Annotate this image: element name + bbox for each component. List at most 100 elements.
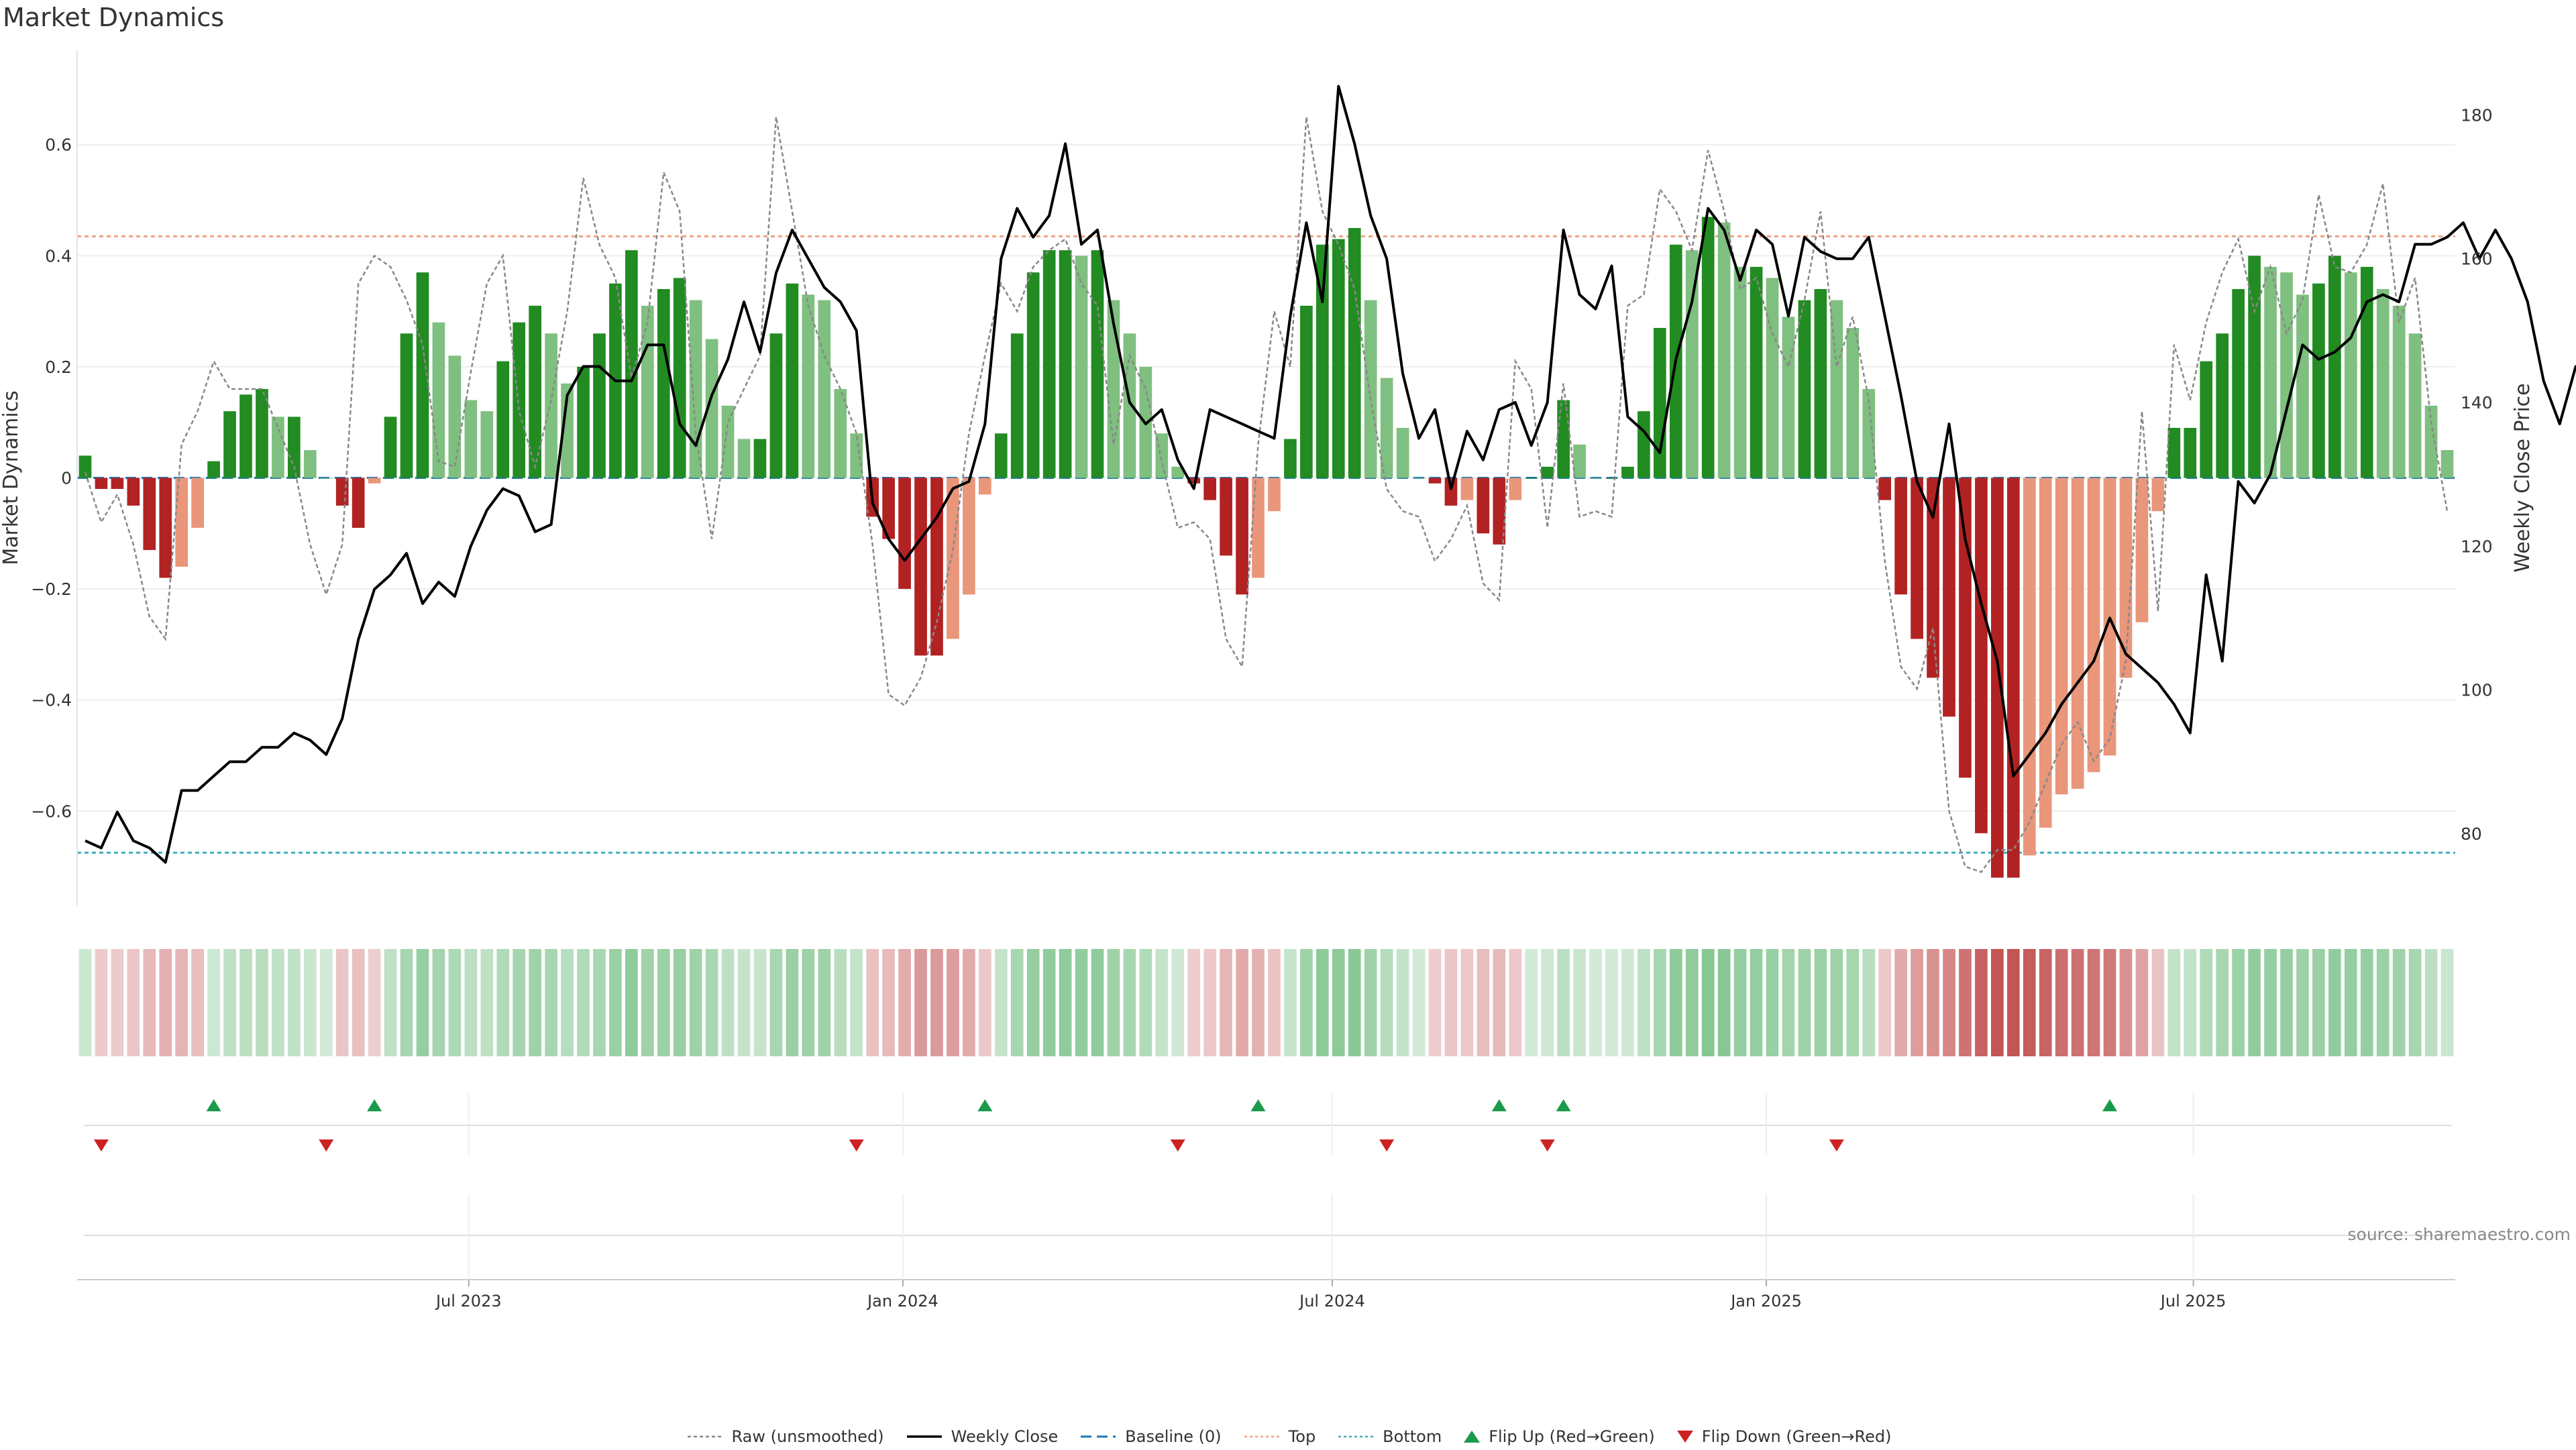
heat-strip-cell [1091, 949, 1104, 1056]
momentum-bar [1638, 411, 1650, 478]
momentum-bar [1846, 327, 1860, 478]
momentum-bar [78, 455, 92, 478]
momentum-bar [319, 478, 333, 479]
heat-strip-cell [2360, 949, 2373, 1056]
heat-strip-cell [143, 949, 156, 1056]
heat-strip-cell [1991, 949, 2004, 1056]
momentum-bar [1509, 478, 1522, 500]
triangle-down-icon [1676, 1431, 1693, 1443]
momentum-bar [2312, 283, 2325, 478]
momentum-bar [1525, 478, 1538, 479]
momentum-bar [2167, 427, 2181, 478]
legend-raw-swatch [687, 1435, 722, 1438]
momentum-bar [753, 439, 767, 478]
momentum-bar [2200, 361, 2213, 478]
momentum-bar [1460, 478, 1474, 500]
momentum-bar [641, 305, 654, 478]
heat-strip-cell [1380, 949, 1393, 1056]
y2-tick-label: 180 [2461, 105, 2493, 125]
momentum-bar [1975, 478, 1988, 834]
heat-strip-cell [2055, 949, 2068, 1056]
momentum-bar [1236, 478, 1248, 595]
heat-strip-cell [303, 949, 317, 1056]
heat-strip-cell [609, 949, 622, 1056]
legend-baseline-swatch [1081, 1435, 1116, 1438]
momentum-bar [721, 405, 735, 478]
heat-strip-cell [1139, 949, 1152, 1056]
momentum-bar [1927, 478, 1939, 678]
heat-strip-cell [689, 949, 702, 1056]
heat-strip-cell [2119, 949, 2133, 1056]
momentum-bar [947, 478, 959, 639]
heat-strip-cell [513, 949, 526, 1056]
heat-strip-cell [978, 949, 991, 1056]
heat-strip-cell [1733, 949, 1747, 1056]
heat-strip-cell [95, 949, 108, 1056]
heat-strip-cell [963, 949, 975, 1056]
momentum-bar [1332, 239, 1345, 478]
momentum-bar [1894, 478, 1907, 595]
momentum-bar [513, 322, 526, 478]
momentum-bar [1653, 327, 1666, 478]
momentum-bar [1814, 289, 1827, 478]
heat-strip-cell [1187, 949, 1201, 1056]
momentum-bar [1782, 317, 1795, 478]
heat-strip-cell [1830, 949, 1843, 1056]
heat-strip-cell [416, 949, 429, 1056]
momentum-bar [1075, 256, 1088, 478]
momentum-bar [175, 478, 189, 567]
heat-strip-cell [1493, 949, 1506, 1056]
heat-strip-cell [78, 949, 92, 1056]
heat-strip-cell [2200, 949, 2213, 1056]
heat-strip-cell [1717, 949, 1731, 1056]
momentum-bar [1444, 478, 1458, 506]
x-tick-label: Jan 2024 [866, 1292, 938, 1310]
heat-strip-cell [1525, 949, 1538, 1056]
flip-up-marker [1491, 1099, 1507, 1111]
momentum-bar [705, 339, 718, 478]
heat-strip-cell [2023, 949, 2036, 1056]
heat-strip-cell [753, 949, 767, 1056]
momentum-bar [1171, 466, 1185, 478]
legend-label-top: Top [1288, 1427, 1316, 1446]
momentum-bar [256, 389, 268, 478]
heat-strip-cell [352, 949, 365, 1056]
heat-strip-cell [1541, 949, 1554, 1056]
momentum-bar [1477, 478, 1490, 534]
heat-strip-cell [1750, 949, 1763, 1056]
heat-strip-cell [577, 949, 590, 1056]
legend-close-swatch [906, 1435, 942, 1438]
heat-strip-cell [2184, 949, 2197, 1056]
heat-strip-cell [1396, 949, 1409, 1056]
momentum-bar [769, 333, 783, 478]
heat-strip-cell [2087, 949, 2100, 1056]
heat-strip-cell [1107, 949, 1120, 1056]
heat-strip-cell [1927, 949, 1939, 1056]
heat-strip-cell [834, 949, 847, 1056]
momentum-bar [1348, 227, 1361, 478]
momentum-bar [1059, 250, 1072, 478]
momentum-bar [1959, 478, 1972, 778]
heat-strip-cell [2135, 949, 2149, 1056]
momentum-bar [1412, 478, 1426, 479]
momentum-bar [2440, 450, 2454, 478]
flip-up-marker [206, 1099, 221, 1111]
y-tick-label: 0.6 [45, 135, 72, 155]
legend-item-bottom: Bottom [1336, 1427, 1442, 1446]
momentum-bar [1798, 300, 1811, 478]
legend-top-swatch [1244, 1435, 1279, 1438]
heat-strip-cell [1477, 949, 1490, 1056]
momentum-bar [416, 272, 429, 478]
y2-tick-label: 140 [2461, 393, 2493, 412]
heat-strip-cell [2424, 949, 2438, 1056]
heat-strip-cell [496, 949, 510, 1056]
momentum-bar [496, 361, 510, 478]
momentum-bar [2184, 427, 2197, 478]
heat-strip-cell [2248, 949, 2261, 1056]
legend-item-top: Top [1242, 1427, 1316, 1446]
momentum-bar [1830, 300, 1843, 478]
momentum-bar [1493, 478, 1506, 545]
heat-strip-cell [1220, 949, 1232, 1056]
x-tick-label: Jul 2024 [1298, 1292, 1365, 1310]
